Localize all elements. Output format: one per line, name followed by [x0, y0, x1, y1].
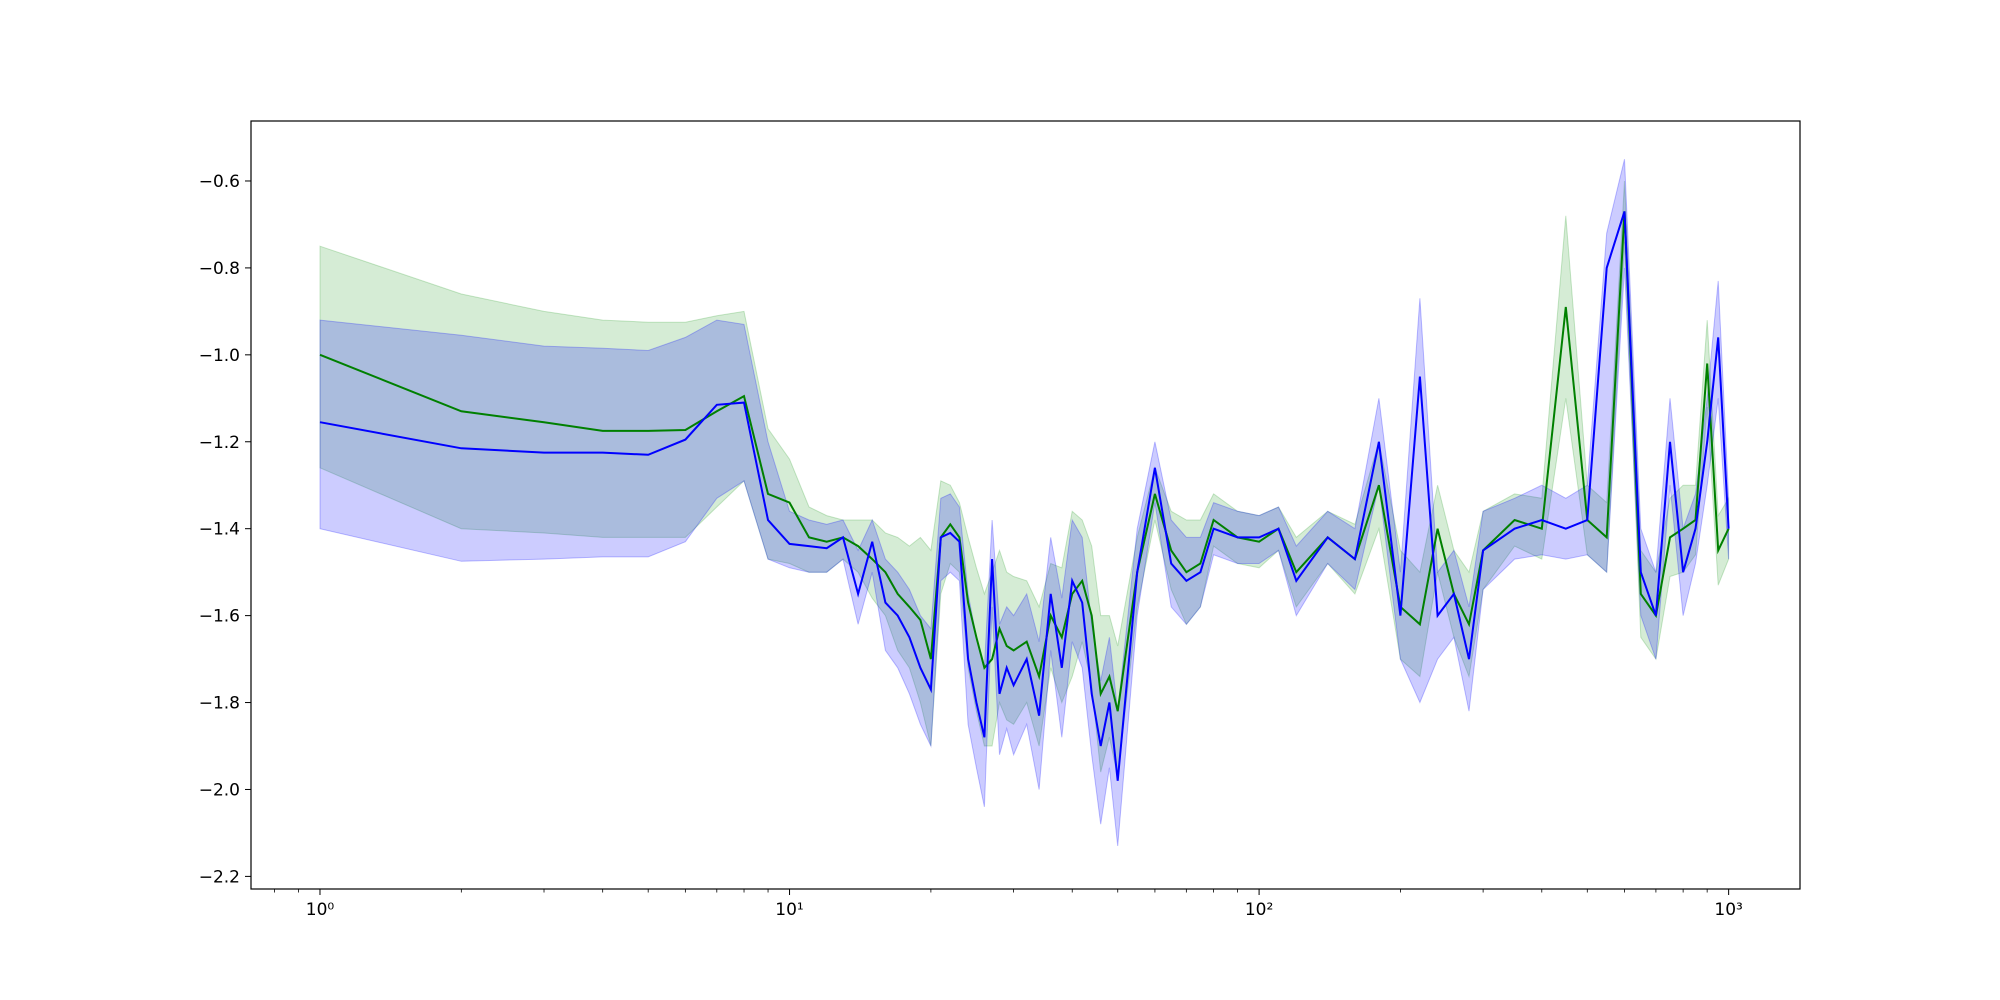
y-tick-label: −0.6 — [199, 172, 240, 192]
y-tick-label: −1.8 — [199, 694, 240, 714]
confidence-band — [319, 159, 1730, 847]
confidence-band — [319, 180, 1730, 777]
y-tick-label: −1.6 — [199, 607, 240, 627]
y-tick-label: −2.0 — [199, 780, 240, 800]
x-tick-label: 10³ — [1714, 900, 1742, 920]
line — [319, 211, 1730, 781]
y-tick-label: −0.8 — [199, 259, 240, 279]
x-tick-label: 10⁰ — [306, 900, 335, 920]
x-tick-label: 10² — [1245, 900, 1273, 920]
y-tick-label: −1.2 — [199, 433, 240, 453]
y-tick-label: −1.0 — [199, 346, 240, 366]
axes-frame — [250, 120, 1801, 890]
x-tick-label: 10¹ — [775, 900, 803, 920]
y-tick-label: −2.2 — [199, 867, 240, 887]
y-tick-label: −1.4 — [199, 520, 240, 540]
